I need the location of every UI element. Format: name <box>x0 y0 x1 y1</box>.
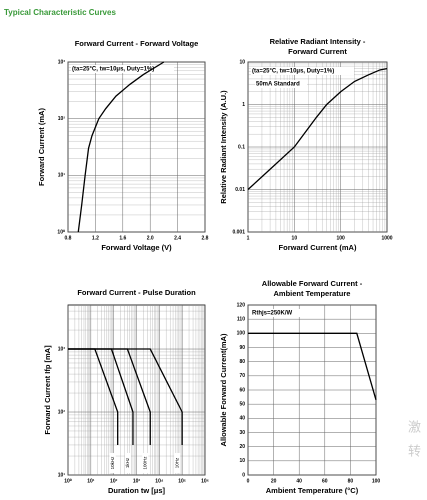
x-tick-label: 100 <box>372 478 381 484</box>
x-tick-label: 10⁶ <box>201 478 209 484</box>
x-axis-label: Duration tw [μs] <box>108 486 166 495</box>
chart-title: Allowable Forward Current - <box>262 279 363 288</box>
x-axis-label: Ambient Temperature (°C) <box>266 486 359 495</box>
y-axis-label: Forward Current Ifp [mA] <box>43 345 52 435</box>
x-tick-label: 1000 <box>381 235 392 241</box>
x-tick-label: 100 <box>336 235 345 241</box>
y-tick-label: 10³ <box>58 59 66 65</box>
x-tick-label: 0 <box>247 478 250 484</box>
y-tick-label: 10² <box>58 116 66 122</box>
x-axis-label: Forward Voltage (V) <box>101 243 172 252</box>
watermark: 转 <box>408 443 421 458</box>
y-tick-label: 30 <box>239 430 245 436</box>
legend-label: 10Hz <box>174 457 179 468</box>
x-tick-label: 2.4 <box>174 235 181 241</box>
data-line <box>68 348 183 445</box>
x-tick-label: 20 <box>271 478 277 484</box>
chart-title: Forward Current - Pulse Duration <box>77 288 196 297</box>
y-tick-label: 50 <box>239 401 245 407</box>
legend-label: 1kHz <box>125 457 130 468</box>
legend-bg <box>109 453 116 473</box>
legend-bg <box>124 453 131 473</box>
legend-bg <box>142 453 149 473</box>
y-tick-label: 10³ <box>58 346 66 352</box>
x-tick-label: 1.2 <box>92 235 99 241</box>
annotation-bg <box>71 65 174 73</box>
x-tick-label: 2.0 <box>147 235 154 241</box>
chart-title: Forward Current <box>288 47 347 56</box>
y-tick-label: 10¹ <box>58 472 66 478</box>
x-tick-label: 10 <box>292 235 298 241</box>
y-tick-label: 120 <box>237 302 246 308</box>
x-tick-label: 10⁴ <box>155 478 164 484</box>
x-tick-label: 40 <box>296 478 302 484</box>
annotation-bg <box>255 80 307 88</box>
y-tick-label: 0.01 <box>235 187 245 193</box>
x-tick-label: 1.6 <box>119 235 126 241</box>
y-tick-label: 0 <box>242 472 245 478</box>
x-tick-label: 60 <box>322 478 328 484</box>
y-tick-label: 10⁰ <box>57 229 65 235</box>
plot-area <box>67 61 206 233</box>
annotation-bg <box>251 309 303 317</box>
x-tick-label: 80 <box>348 478 354 484</box>
data-line <box>77 61 165 233</box>
y-tick-label: 110 <box>237 316 245 322</box>
annotation: (ta=25°C, tw=10μs, Duty=1%) <box>252 69 334 75</box>
x-tick-label: 1 <box>247 235 250 241</box>
x-tick-label: 10³ <box>133 478 141 484</box>
y-axis-label: Relative Radiant Intensity (A.U.) <box>219 90 228 204</box>
y-tick-label: 40 <box>239 416 245 422</box>
x-tick-label: 0.8 <box>65 235 72 241</box>
x-tick-label: 10⁰ <box>64 478 72 484</box>
chart-title: Forward Current - Forward Voltage <box>75 39 199 48</box>
y-tick-label: 10 <box>239 458 245 464</box>
y-tick-label: 0.001 <box>232 229 245 235</box>
y-tick-label: 10 <box>239 59 245 65</box>
chart-title: Ambient Temperature <box>274 289 351 298</box>
legend-label: 100Hz <box>142 456 147 470</box>
y-tick-label: 90 <box>239 345 245 351</box>
x-tick-label: 10¹ <box>87 478 95 484</box>
legend-bg <box>174 453 181 473</box>
x-axis-label: Forward Current (mA) <box>279 243 357 252</box>
y-tick-label: 20 <box>239 444 245 450</box>
annotation: (ta=25°C, tw=10μs, Duty=1%) <box>72 67 154 73</box>
y-tick-label: 1 <box>242 102 245 108</box>
chart-title: Relative Radiant Intensity - <box>270 37 366 46</box>
y-tick-label: 70 <box>239 373 245 379</box>
y-tick-label: 10¹ <box>58 173 66 179</box>
y-tick-label: 0.1 <box>238 144 245 150</box>
data-line <box>247 67 388 190</box>
y-axis-label: Allowable Forward Current(mA) <box>219 333 228 446</box>
annotation: 50mA Standard <box>256 82 300 88</box>
watermark: 激 <box>408 419 421 434</box>
data-line <box>248 332 377 401</box>
annotation-bg <box>251 67 354 75</box>
x-tick-label: 10⁵ <box>178 478 187 484</box>
annotation: Rthjs=250K/W <box>252 311 293 317</box>
y-tick-label: 80 <box>239 359 245 365</box>
page-title: Typical Characteristic Curves <box>4 8 116 17</box>
y-tick-label: 60 <box>239 387 245 393</box>
x-tick-label: 10² <box>110 478 118 484</box>
legend-label: 10kHz <box>110 456 115 470</box>
x-tick-label: 2.8 <box>202 235 209 241</box>
y-tick-label: 100 <box>237 331 246 337</box>
y-axis-label: Forward Current (mA) <box>37 108 46 186</box>
y-tick-label: 10² <box>58 409 66 415</box>
